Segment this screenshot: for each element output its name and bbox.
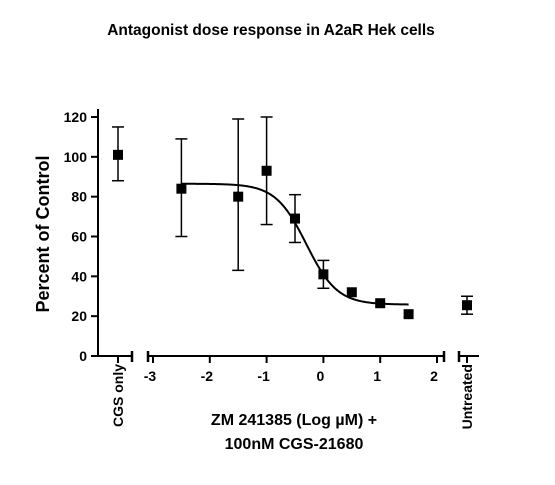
x-axis-label-line1: ZM 241385 (Log µM) + xyxy=(211,412,377,429)
x-tick-label-0: 0 xyxy=(317,368,325,384)
control-cgs-only-point xyxy=(113,149,123,160)
x-tick-label--3: -3 xyxy=(144,368,157,384)
y-tick-label-60: 60 xyxy=(71,229,87,245)
data-point-4 xyxy=(318,269,329,280)
chart-title: Antagonist dose response in A2aR Hek cel… xyxy=(107,22,435,39)
y-tick-label-120: 120 xyxy=(64,109,88,125)
x-tick-label--2: -2 xyxy=(201,368,214,384)
x-axis-label-line2: 100nM CGS-21680 xyxy=(225,436,364,453)
x-tick-label-1: 1 xyxy=(373,368,381,384)
y-tick-label-20: 20 xyxy=(71,308,87,324)
data-point-5 xyxy=(346,287,357,298)
control-untreated-point xyxy=(462,300,472,311)
x-tick-label-2: 2 xyxy=(430,368,438,384)
data-point-7 xyxy=(403,309,414,320)
data-point-2 xyxy=(261,165,272,176)
data-point-1 xyxy=(233,191,244,202)
x-tick-label-untreated: Untreated xyxy=(459,364,475,429)
y-tick-label-40: 40 xyxy=(71,268,87,284)
plot-layer: 0 20 40 60 80 100 120 -3 -2 -1 0 1 2 CGS only Untreate… xyxy=(64,109,479,429)
x-tick-label--1: -1 xyxy=(257,368,270,384)
data-point-6 xyxy=(375,298,386,309)
y-tick-label-0: 0 xyxy=(79,348,87,364)
y-tick-label-100: 100 xyxy=(64,149,88,165)
data-point-0 xyxy=(176,183,187,194)
data-point-3 xyxy=(290,213,300,224)
y-axis-label: Percent of Control xyxy=(33,155,53,312)
y-tick-label-80: 80 xyxy=(71,189,87,205)
x-tick-label-cgs-only: CGS only xyxy=(110,364,126,427)
